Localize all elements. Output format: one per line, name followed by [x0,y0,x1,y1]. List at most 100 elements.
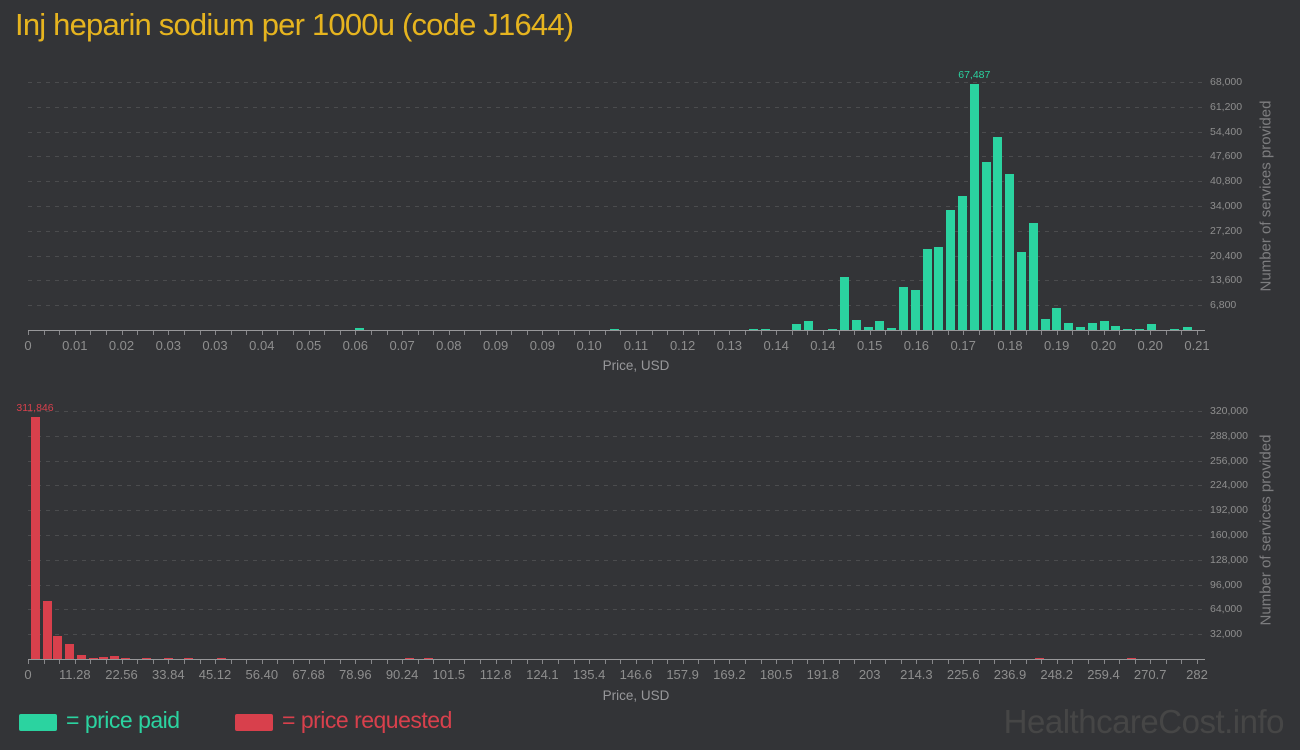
x-axis-tick [105,660,107,664]
histogram-bar [1004,174,1014,330]
x-axis-tick [963,660,965,664]
x-axis-tick [947,660,949,664]
peak-value-label: 67,487 [958,68,991,81]
x-axis-tick [511,660,513,664]
x-axis-tick [963,331,965,335]
histogram-bar [1040,319,1050,330]
histogram-bar [120,657,130,659]
x-axis-tick [1197,660,1198,664]
x-axis-tick [1134,331,1136,335]
histogram-bar [981,162,991,330]
x-axis-tick [43,660,45,664]
x-tick-label: 282 [1186,667,1208,682]
histogram-bar [922,248,932,330]
x-axis-tick [464,660,466,664]
x-axis-tick [261,660,263,664]
x-axis-tick [869,660,871,664]
x-tick-label: 270.7 [1133,667,1167,682]
histogram-bar [76,654,86,659]
x-axis-tick [526,660,528,664]
histogram-bar [42,601,52,659]
x-axis-tick [137,331,139,335]
x-axis-tick [1025,660,1027,664]
x-axis-tick [370,331,372,335]
x-tick-label: 0.09 [482,338,509,353]
x-tick-label: 225.6 [946,667,980,682]
x-axis-tick [900,660,902,664]
x-axis-tick [932,331,933,335]
x-axis-tick [1072,660,1074,664]
histogram-bar [851,320,861,330]
x-axis-tick [713,331,715,335]
histogram-bar [791,324,801,330]
x-axis-tick [620,331,622,335]
x-axis-tick [402,331,404,335]
x-axis-tick [885,331,887,335]
x-axis-tick [59,331,61,335]
histogram-bar [1052,307,1062,330]
x-tick-label: 0.01 [62,338,88,353]
histogram-bar [748,328,758,330]
x-tick-label: 0.10 [576,338,602,353]
x-axis-tick [900,331,902,335]
x-axis-tick [1103,660,1105,664]
histogram-bar [1182,327,1192,330]
x-axis-tick [183,660,185,664]
x-axis-tick [339,331,341,335]
y-tick-label: 13,600 [1210,274,1243,287]
x-axis-tick [433,660,435,664]
grid-line [28,305,1205,307]
x-tick-label: 146.6 [619,667,653,682]
x-axis-tick [324,331,326,335]
x-tick-label: 157.9 [666,667,699,682]
x-axis-tick [838,660,840,664]
grid-line [28,230,1205,232]
y-tick-label: 47,600 [1210,150,1243,163]
grid-line [28,106,1205,108]
x-tick-label: 0.19 [1044,338,1070,353]
x-axis-tick [682,331,684,335]
y-tick-label: 192,000 [1210,504,1248,517]
x-tick-label: 112.8 [479,667,512,682]
x-axis-tick [776,660,778,664]
x-axis-tick [1041,331,1043,335]
histogram-bar [404,657,414,659]
x-axis-tick [152,660,154,664]
x-axis-tick [698,331,700,335]
x-axis-tick [74,331,76,335]
x-tick-label: 22.56 [105,667,138,682]
x-axis-tick [682,660,684,664]
x-axis-tick [1103,331,1105,335]
x-tick-label: 0.11 [623,338,649,353]
x-axis-tick [464,331,466,335]
legend-swatch-price-requested [235,714,273,731]
y-tick-label: 34,000 [1210,200,1243,212]
x-tick-label: 0.14 [763,338,789,353]
x-tick-label: 248.2 [1040,667,1073,682]
histogram-bar [1063,322,1073,330]
grid-line [28,510,1205,512]
x-axis-tick [1056,331,1058,335]
x-axis-tick [433,331,435,335]
x-axis-tick [557,331,559,335]
histogram-bar [1099,320,1109,330]
histogram-bar [1122,328,1132,330]
x-axis-tick [667,331,669,335]
x-tick-label: 169.2 [713,667,746,682]
x-axis-tick [152,331,154,335]
y-tick-label: 288,000 [1210,429,1248,442]
x-axis-tick [105,331,107,335]
y-tick-label: 96,000 [1210,578,1243,591]
histogram-bar [163,657,173,659]
x-axis-tick [713,660,715,664]
x-axis-tick [121,331,123,335]
watermark-link[interactable]: HealthcareCost.info [1003,703,1285,740]
x-axis-tick [1165,660,1167,664]
histogram-bar [934,246,944,330]
x-tick-label: 78.96 [339,667,372,682]
x-axis-tick [495,660,497,664]
histogram-bar [875,321,885,330]
x-axis-tick [526,331,528,335]
x-axis-tick [199,331,201,335]
x-axis-tick [511,331,513,335]
